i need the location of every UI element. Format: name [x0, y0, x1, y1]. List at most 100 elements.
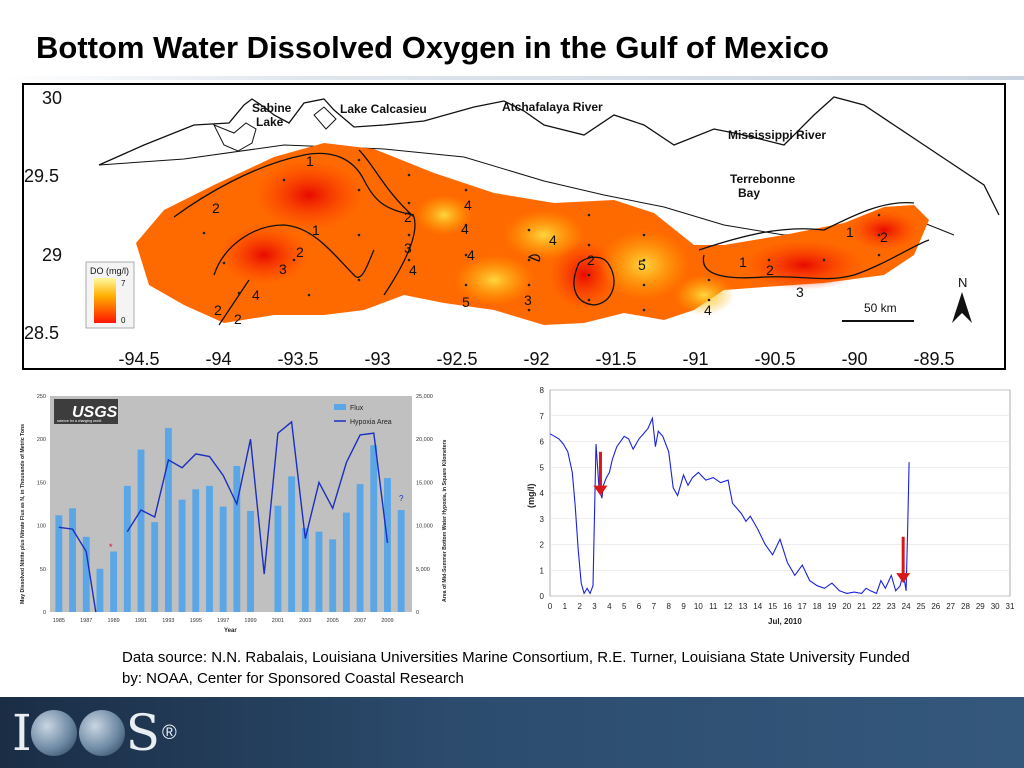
do-y-tick: 2 [540, 541, 545, 550]
usgs-x-tick: 1995 [190, 618, 202, 624]
flux-bar [82, 536, 90, 612]
contour-label: 4 [461, 221, 469, 237]
flux-bar [206, 485, 213, 612]
place-label: Atchafalaya River [502, 100, 603, 114]
contour-lines [173, 149, 930, 326]
contour-label: 2 [404, 209, 412, 225]
y-tick-label: 28.5 [24, 323, 59, 343]
usgs-logo-box [54, 399, 118, 424]
usgs-y2-tick: 10,000 [416, 524, 433, 530]
flux-bar [384, 478, 391, 612]
do-x-tick: 6 [637, 602, 642, 611]
contour-label: 3 [404, 240, 412, 256]
do-y-tick: 5 [540, 463, 545, 472]
do-x-tick: 29 [976, 602, 985, 611]
place-label: Sabine [252, 101, 292, 115]
flux-bar [342, 512, 350, 612]
do-y-tick: 1 [540, 566, 545, 575]
sample-stations [202, 158, 881, 312]
do-y-tick: 6 [540, 438, 545, 447]
do-xlabel: Jul, 2010 [768, 617, 802, 626]
flux-bar [55, 515, 63, 612]
logo-letter-s: S [125, 704, 160, 762]
marker-question: ? [399, 494, 404, 503]
contour-label: 2 [234, 311, 242, 327]
usgs-x-tick: 2003 [299, 618, 311, 624]
place-label: Lake Calcasieu [340, 102, 427, 116]
do-x-tick: 30 [991, 602, 1000, 611]
do-x-tick: 18 [813, 602, 822, 611]
y-tick-label: 29 [42, 245, 62, 265]
do-x-tick: 27 [946, 602, 955, 611]
contour-label: 1 [846, 224, 854, 240]
flux-bar [151, 522, 159, 612]
do-x-tick: 10 [694, 602, 703, 611]
contour-label: 4 [409, 262, 417, 278]
flux-bar [137, 449, 145, 612]
usgs-x-tick: 1993 [162, 618, 174, 624]
usgs-y2-tick: 5,000 [416, 567, 430, 573]
do-x-tick: 8 [666, 602, 671, 611]
flux-bar [288, 476, 296, 612]
flux-bar [370, 445, 378, 612]
usgs-x-tick: 2007 [354, 618, 366, 624]
contour-label: 1 [739, 254, 747, 270]
do-y-tick: 4 [540, 489, 545, 498]
usgs-logo: USGS [72, 404, 118, 421]
do-x-tick: 20 [842, 602, 851, 611]
data-source-note: Data source: N.N. Rabalais, Louisiana Un… [122, 649, 910, 687]
contour-label: 4 [467, 247, 475, 263]
x-tick-label: -92.5 [436, 349, 477, 368]
do-x-tick: 11 [709, 602, 718, 611]
do-x-tick: 26 [931, 602, 940, 611]
x-tick-label: -93.5 [277, 349, 318, 368]
usgs-x-tick: 2009 [381, 618, 393, 624]
flux-bar [356, 484, 364, 612]
legend-min: 0 [121, 316, 126, 325]
contour-label: 2 [766, 262, 774, 278]
hypoxia-area-line [58, 420, 389, 613]
do-x-tick: 17 [798, 602, 807, 611]
x-tick-label: -90.5 [754, 349, 795, 368]
do-x-tick: 1 [563, 602, 568, 611]
do-legend: DO (mg/l) 7 0 [85, 261, 135, 329]
x-tick-label: -89.5 [913, 349, 954, 368]
usgs-xlabel: Year [224, 628, 237, 634]
contour-label: 3 [279, 261, 287, 277]
scale-bar-label: 50 km [864, 301, 897, 315]
contour-label: 2 [880, 229, 888, 245]
do-series-line [549, 416, 910, 595]
do-timeseries-chart: 0 1 2 3 4 5 6 7 8 0 1 2 3 4 5 6 7 8 9 10 11 12 13 14 15 16 17 18 19 2… [510, 383, 1020, 633]
usgs-flux-chart: USGS science for a changing world Flux H… [16, 388, 456, 634]
place-label: Terrebonne [730, 172, 795, 186]
ioos-logo: I S ® [12, 703, 177, 763]
usgs-y2-tick: 20,000 [416, 437, 433, 443]
flux-bar [274, 505, 282, 612]
marker-star: * [109, 542, 113, 552]
contour-label: 2 [212, 200, 220, 216]
place-label: Lake [256, 115, 284, 129]
contour-label: 5 [462, 294, 470, 310]
flux-bar [96, 568, 104, 612]
flux-bar [315, 531, 323, 612]
do-x-tick: 0 [548, 602, 553, 611]
x-tick-label: -94.5 [118, 349, 159, 368]
flux-bar [301, 528, 309, 612]
flux-bar [329, 539, 337, 612]
usgs-y2label: Area of Mid-Summer Bottom Water Hypoxia,… [442, 440, 448, 602]
do-x-tick: 19 [827, 602, 836, 611]
flux-bar [164, 427, 172, 612]
do-x-tick: 2 [577, 602, 582, 611]
north-arrow-icon [952, 292, 972, 323]
legend-hypoxia: Hypoxia Area [350, 419, 392, 426]
usgs-y-tick: 250 [37, 394, 46, 400]
x-tick-label: -90 [841, 349, 867, 368]
flux-bar [110, 551, 118, 612]
globe-icon [30, 710, 77, 756]
x-tick-label: -93 [364, 349, 390, 368]
do-x-tick: 31 [1006, 602, 1015, 611]
contour-label: 2 [296, 244, 304, 260]
do-y-tick: 7 [540, 412, 545, 421]
usgs-x-tick: 2001 [272, 618, 284, 624]
